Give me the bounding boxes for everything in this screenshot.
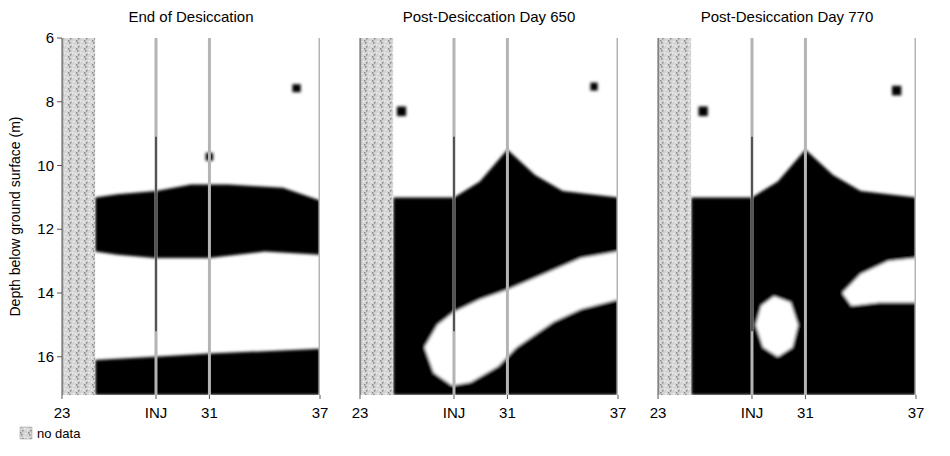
x-tick-label: INJ <box>145 404 168 421</box>
x-tick <box>618 395 619 399</box>
zone <box>691 150 916 395</box>
injection-interval <box>751 137 753 331</box>
zone <box>292 84 300 92</box>
no-data-strip <box>62 38 95 395</box>
x-tick-label: 23 <box>352 404 369 421</box>
zone <box>397 107 406 117</box>
borehole-line <box>62 38 64 395</box>
x-tick <box>453 395 454 399</box>
zone <box>393 150 618 395</box>
x-tick-label: INJ <box>741 404 764 421</box>
panel-title: Post-Desiccation Day 770 <box>701 8 874 25</box>
panel: Post-Desiccation Day 770 23 INJ 31 37 <box>650 8 925 421</box>
borehole-line <box>452 38 455 395</box>
zones <box>95 84 320 395</box>
borehole-line <box>360 38 362 395</box>
x-tick <box>751 395 752 399</box>
x-tick <box>360 395 361 399</box>
borehole-line <box>617 38 619 395</box>
panel-title: Post-Desiccation Day 650 <box>403 8 576 25</box>
x-tick-label: 31 <box>499 404 516 421</box>
zones <box>393 83 618 395</box>
y-tick <box>57 356 62 357</box>
y-axis-line <box>360 38 361 395</box>
figure: End of Desiccation 23 INJ 31 37 6 8 10 12 14 16 Dep… <box>0 0 950 456</box>
x-tick <box>209 395 210 399</box>
legend-label: no data <box>37 426 81 441</box>
x-tick <box>658 395 659 399</box>
x-tick-label: INJ <box>443 404 466 421</box>
borehole-line <box>506 38 509 395</box>
y-axis-title: Depth below ground surface (m) <box>7 117 23 317</box>
zone <box>892 86 901 96</box>
no-data-strip <box>360 38 393 395</box>
panel-title: End of Desiccation <box>128 8 253 25</box>
x-tick <box>916 395 917 399</box>
x-tick <box>805 395 806 399</box>
plot-bg <box>62 38 320 395</box>
legend-swatch <box>20 427 32 439</box>
x-tick-label: 37 <box>610 404 627 421</box>
zone <box>756 296 798 357</box>
y-tick-label: 10 <box>37 157 54 174</box>
x-tick-label: 37 <box>312 404 329 421</box>
y-tick <box>57 229 62 230</box>
x-tick <box>320 395 321 399</box>
x-tick-label: 23 <box>650 404 667 421</box>
borehole-line <box>750 38 753 395</box>
borehole-line <box>208 38 211 395</box>
y-tick <box>57 165 62 166</box>
injection-interval <box>155 137 157 331</box>
plot-bg <box>360 38 618 395</box>
zone <box>842 258 916 306</box>
borehole-line <box>319 38 321 395</box>
y-tick <box>57 293 62 294</box>
plot-bg <box>658 38 916 395</box>
zones <box>691 86 916 395</box>
x-tick-label: 37 <box>908 404 925 421</box>
borehole-line <box>915 38 917 395</box>
x-tick <box>62 395 63 399</box>
y-axis-line <box>62 38 63 395</box>
y-tick-label: 6 <box>46 29 54 46</box>
y-tick <box>57 101 62 102</box>
zone <box>590 83 597 91</box>
x-tick <box>155 395 156 399</box>
y-tick-label: 14 <box>37 284 54 301</box>
y-axis-line <box>658 38 659 395</box>
borehole-line <box>804 38 807 395</box>
x-tick-label: 31 <box>797 404 814 421</box>
zone <box>95 185 320 258</box>
y-tick-label: 8 <box>46 93 54 110</box>
plot-area <box>62 38 320 395</box>
borehole-line <box>154 38 157 395</box>
x-tick-label: 31 <box>201 404 218 421</box>
plot-area <box>658 38 916 395</box>
y-tick-label: 12 <box>37 220 54 237</box>
panel: End of Desiccation 23 INJ 31 37 6 8 10 12 14 16 Dep… <box>7 8 328 441</box>
y-tick-label: 16 <box>37 348 54 365</box>
zone <box>95 349 320 395</box>
no-data-strip <box>658 38 691 395</box>
x-tick-label: 23 <box>54 404 71 421</box>
borehole-line <box>658 38 660 395</box>
x-tick <box>507 395 508 399</box>
zone <box>699 107 708 117</box>
panel: Post-Desiccation Day 650 23 INJ 31 37 <box>352 8 627 421</box>
y-tick <box>57 38 62 39</box>
injection-interval <box>453 137 455 331</box>
plot-area <box>360 38 618 395</box>
